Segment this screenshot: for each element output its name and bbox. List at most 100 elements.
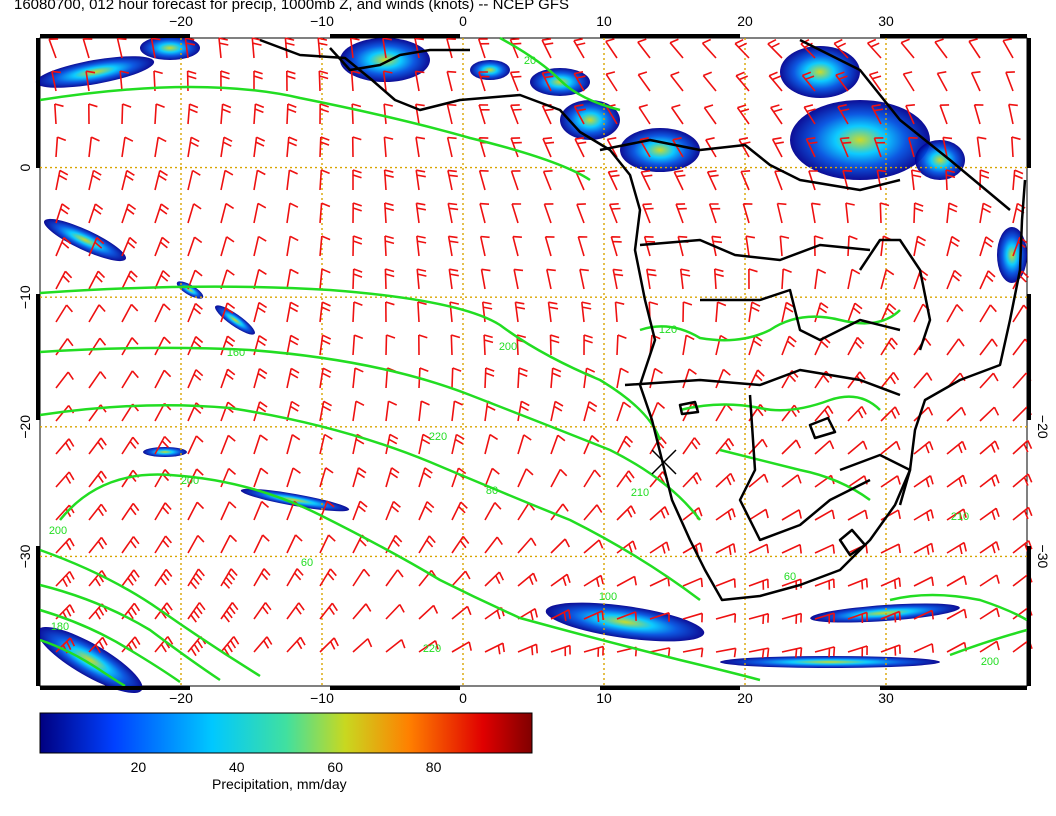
wind-barb [253, 602, 272, 620]
wind-barb [121, 536, 140, 554]
wind-barb [319, 534, 336, 554]
wind-barb [319, 568, 337, 587]
wind-barb [253, 136, 266, 158]
wind-barb [1005, 71, 1015, 92]
wind-barb [873, 137, 886, 158]
contour-line [949, 628, 1028, 657]
wind-barb [616, 401, 632, 422]
lon-tick-bottom: 30 [878, 690, 894, 706]
wind-barb [385, 603, 405, 620]
wind-barb [418, 501, 435, 521]
coastline [808, 416, 837, 440]
contour-label: 120 [659, 324, 677, 336]
wind-barb [418, 433, 432, 455]
wind-barb [517, 400, 530, 422]
lon-tick-top: −10 [310, 13, 334, 29]
wind-barb [880, 371, 900, 389]
wind-barb [577, 236, 588, 257]
wind-barb [382, 70, 393, 92]
wind-barb [771, 137, 784, 158]
wind-barb [939, 104, 950, 125]
wind-barb [447, 169, 458, 191]
contour-line [39, 403, 701, 602]
wind-barb [478, 104, 490, 125]
wind-barb [605, 71, 618, 92]
lat-tick-right: −30 [1035, 545, 1051, 569]
wind-barb [286, 136, 298, 158]
wind-barb [318, 70, 329, 92]
wind-barb [55, 136, 67, 158]
wind-barb [814, 646, 836, 658]
coastline [700, 288, 901, 342]
wind-barb [673, 170, 686, 191]
wind-barb [616, 575, 637, 587]
contour-line [39, 583, 221, 682]
wind-barb [484, 642, 505, 655]
wind-barb [481, 301, 493, 323]
wind-barb [946, 575, 967, 587]
wind-barb [979, 574, 1000, 587]
wind-barb [55, 169, 69, 191]
wind-barb [484, 571, 505, 587]
wind-barb [713, 268, 724, 290]
wind-barb [649, 367, 663, 389]
wind-barb [451, 535, 470, 554]
wind-barb [382, 37, 392, 59]
wind-barb [253, 534, 270, 554]
wind-barb [616, 540, 637, 554]
wind-barb [550, 468, 568, 488]
wind-barb [702, 71, 717, 92]
colorbar-tick: 60 [327, 759, 343, 775]
wind-barb [781, 543, 802, 554]
wind-barb [121, 436, 140, 455]
wind-barb [837, 104, 850, 125]
contour-line [39, 548, 261, 678]
wind-barb [670, 104, 684, 125]
wind-barb [833, 38, 849, 59]
wind-barb [154, 303, 171, 323]
wind-barb [187, 335, 204, 356]
wind-barb [385, 400, 398, 422]
wind-barb [810, 202, 821, 224]
wind-barb [253, 636, 273, 653]
wind-barb [85, 70, 96, 92]
wind-barb [517, 537, 537, 554]
wind-barb [478, 71, 490, 92]
wind-barb [616, 470, 635, 488]
wind-barb [913, 643, 934, 653]
wind-barb [973, 104, 984, 125]
wind-barb [509, 38, 522, 59]
wind-barb [286, 301, 299, 323]
wind-barb [286, 602, 305, 620]
wind-barb [415, 136, 426, 158]
wind-barb [121, 337, 139, 356]
wind-barb [450, 334, 461, 356]
contour-label: 200 [499, 341, 517, 353]
lon-tick-top: −20 [169, 13, 193, 29]
wind-barb [679, 268, 691, 290]
wind-barb [121, 303, 139, 323]
wind-barb [880, 269, 895, 290]
contour-label: 210 [631, 487, 649, 499]
wind-barb [781, 646, 803, 658]
wind-barb [839, 137, 852, 158]
wind-barb [484, 367, 495, 389]
wind-barb [55, 371, 74, 389]
wind-barb [880, 543, 901, 554]
wind-barb [646, 268, 657, 290]
wind-barb [451, 400, 463, 422]
wind-barb [55, 203, 70, 224]
wind-barb [513, 268, 524, 290]
lon-tick-top: 30 [878, 13, 894, 29]
wind-barb [913, 609, 934, 620]
wind-barb [946, 474, 967, 488]
wind-barb [779, 235, 790, 257]
wind-barb [121, 236, 138, 257]
contour-line [719, 448, 871, 502]
wind-barb [154, 435, 172, 455]
wind-barb [1012, 473, 1033, 488]
wind-barb [880, 406, 901, 422]
wind-barb [616, 367, 629, 389]
contour-label: 100 [599, 591, 617, 603]
wind-barb [352, 301, 363, 323]
